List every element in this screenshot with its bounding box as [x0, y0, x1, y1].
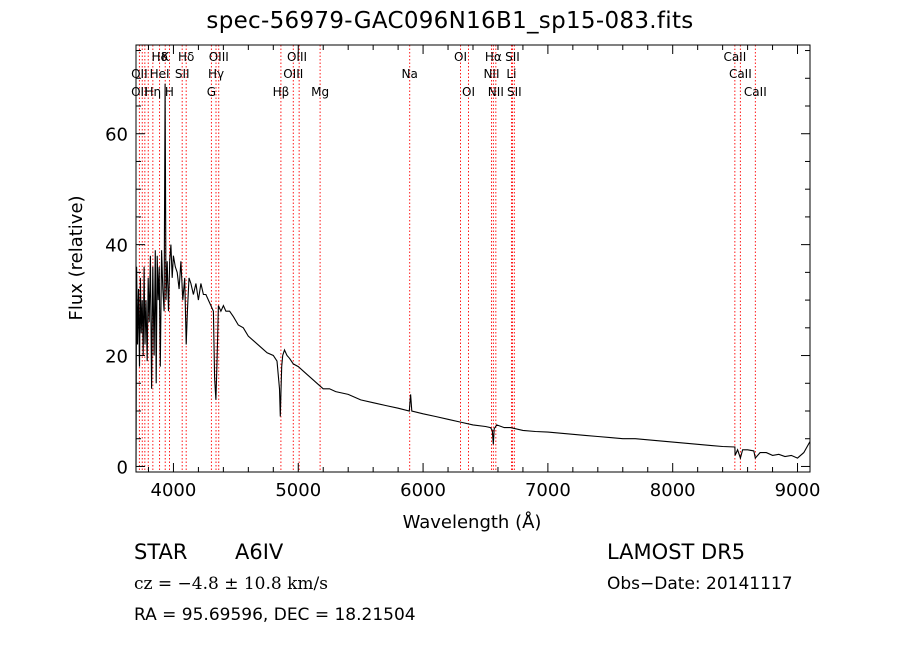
x-tick-label: 6000 [400, 480, 446, 501]
x-tick-label: 7000 [525, 480, 571, 501]
line-label: OIII [287, 50, 307, 64]
object-class: STAR [134, 540, 188, 564]
object-subclass: A6IV [235, 540, 284, 564]
line-label: Hβ [273, 85, 290, 99]
y-tick-label: 40 [105, 236, 128, 257]
line-label: G [207, 85, 216, 99]
line-label: Hη [145, 85, 162, 99]
line-label: K [161, 50, 170, 64]
survey-label: LAMOST DR5 [607, 540, 746, 564]
x-tick-label: 4000 [151, 480, 197, 501]
line-label: Hγ [208, 67, 224, 81]
line-label: NII [483, 67, 499, 81]
chart-title: spec-56979-GAC096N16B1_sp15-083.fits [206, 8, 694, 34]
line-label: OI [454, 50, 467, 64]
line-label: Hδ [178, 50, 194, 64]
line-label: Na [402, 67, 418, 81]
spectrum-series-line [135, 83, 811, 467]
line-label: H [165, 85, 174, 99]
line-label: SII [175, 67, 190, 81]
line-label: OIII [283, 67, 303, 81]
plot-frame [135, 44, 811, 473]
line-label: NII [488, 85, 504, 99]
emission-line-markers [138, 45, 756, 472]
line-label: CaII [723, 50, 746, 64]
line-label: OIII [209, 50, 229, 64]
line-label: SII [507, 85, 522, 99]
y-tick-label: 20 [105, 347, 128, 368]
y-axis-label: Flux (relative) [66, 195, 87, 320]
line-label: OII [131, 67, 148, 81]
x-tick-label: 8000 [650, 480, 696, 501]
line-label: HeI [150, 67, 170, 81]
y-tick-label: 0 [117, 457, 128, 478]
x-tick-label: 5000 [275, 480, 321, 501]
line-label: CaII [744, 85, 767, 99]
obs-date-text: Obs−Date: 20141117 [607, 574, 793, 594]
line-label: Hδ [152, 50, 168, 64]
line-label: OII [131, 85, 148, 99]
axis-ticks: 4000 5000 6000 7000 8000 9000 0 20 40 60 [105, 45, 820, 501]
line-label: Hα [485, 50, 502, 64]
y-tick-label: 60 [105, 125, 128, 146]
coordinates-text: RA = 95.69596, DEC = 18.21504 [134, 605, 416, 625]
line-label: OI [462, 85, 475, 99]
line-label: CaII [729, 67, 752, 81]
line-label: Li [506, 67, 516, 81]
redshift-text: cz = −4.8 ± 10.8 km/s [134, 574, 328, 594]
x-axis-label: Wavelength (Å) [403, 511, 542, 533]
x-tick-label: 9000 [775, 480, 821, 501]
line-label: SII [505, 50, 520, 64]
line-label: Mg [311, 85, 329, 99]
